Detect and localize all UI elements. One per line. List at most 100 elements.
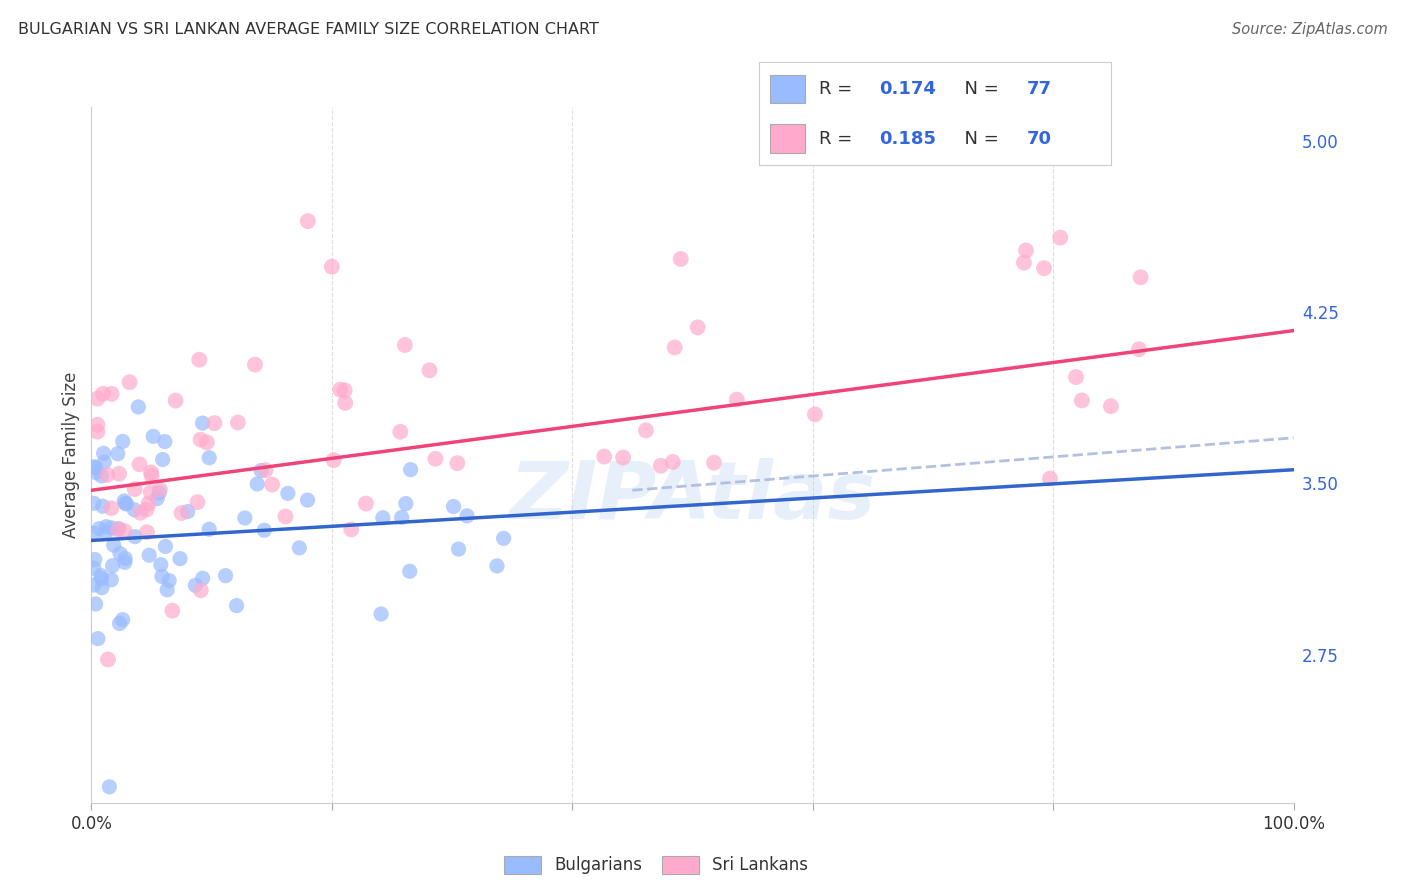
Point <box>146 491 169 506</box>
Text: ZIPAtlas: ZIPAtlas <box>509 458 876 536</box>
Point <box>394 338 416 352</box>
FancyBboxPatch shape <box>770 124 806 153</box>
Point <box>1129 270 1152 285</box>
Point <box>669 252 692 266</box>
Text: 70: 70 <box>1026 130 1052 148</box>
Point <box>321 260 343 274</box>
FancyBboxPatch shape <box>770 75 806 103</box>
Point <box>111 613 134 627</box>
Point <box>492 532 515 546</box>
Point <box>447 542 470 557</box>
Y-axis label: Average Family Size: Average Family Size <box>62 372 80 538</box>
Point <box>111 434 134 449</box>
Point <box>139 485 162 500</box>
Text: BULGARIAN VS SRI LANKAN AVERAGE FAMILY SIZE CORRELATION CHART: BULGARIAN VS SRI LANKAN AVERAGE FAMILY S… <box>18 22 599 37</box>
Point <box>686 320 709 334</box>
Point <box>135 502 157 516</box>
Point <box>90 568 112 582</box>
Point <box>612 450 634 465</box>
Point <box>98 780 121 794</box>
Point <box>1015 244 1038 258</box>
Point <box>333 396 356 410</box>
Point <box>139 466 162 480</box>
Point <box>83 552 105 566</box>
Point <box>114 555 136 569</box>
Point <box>191 571 214 585</box>
Point <box>84 460 107 475</box>
Point <box>118 375 141 389</box>
Point <box>297 214 319 228</box>
Point <box>322 453 344 467</box>
Point <box>108 547 131 561</box>
Point <box>93 455 115 469</box>
Point <box>1033 261 1056 276</box>
Point <box>170 506 193 520</box>
Point <box>664 341 686 355</box>
Point <box>91 499 114 513</box>
Point <box>333 384 356 398</box>
Point <box>253 523 276 537</box>
Point <box>391 510 413 524</box>
Point <box>114 496 136 510</box>
Text: R =: R = <box>818 79 858 97</box>
Point <box>84 466 107 480</box>
Text: N =: N = <box>953 130 1004 148</box>
Point <box>96 468 118 483</box>
Point <box>225 599 247 613</box>
Point <box>169 551 191 566</box>
Point <box>149 483 172 497</box>
Point <box>226 416 249 430</box>
Point <box>83 578 105 592</box>
Point <box>329 383 352 397</box>
Point <box>141 468 163 483</box>
Point <box>136 525 159 540</box>
Point <box>107 523 129 537</box>
Point <box>91 386 114 401</box>
Point <box>389 425 412 439</box>
Point <box>138 548 160 562</box>
Point <box>90 468 112 483</box>
Point <box>127 400 149 414</box>
Point <box>398 564 420 578</box>
Point <box>418 363 440 377</box>
Point <box>661 455 683 469</box>
Point <box>288 541 311 555</box>
Point <box>93 446 115 460</box>
Point <box>243 358 266 372</box>
Point <box>425 451 447 466</box>
Point <box>94 525 117 540</box>
Point <box>83 526 105 541</box>
Point <box>650 458 672 473</box>
Point <box>254 463 277 477</box>
Point <box>124 530 146 544</box>
Point <box>190 583 212 598</box>
Point <box>114 524 136 538</box>
Point <box>297 493 319 508</box>
Point <box>86 392 108 406</box>
Point <box>128 458 150 472</box>
Point <box>165 393 187 408</box>
Point <box>90 571 112 585</box>
Point <box>184 578 207 592</box>
Point <box>138 496 160 510</box>
Point <box>250 464 273 478</box>
Point <box>107 447 129 461</box>
Point <box>84 597 107 611</box>
Point <box>1039 471 1062 485</box>
Text: 77: 77 <box>1026 79 1052 97</box>
Point <box>634 423 657 437</box>
Point <box>340 522 363 536</box>
Legend: Bulgarians, Sri Lankans: Bulgarians, Sri Lankans <box>505 855 808 874</box>
Point <box>1128 343 1150 357</box>
Point <box>157 574 180 588</box>
Point <box>191 416 214 430</box>
Point <box>107 522 129 536</box>
Point <box>195 435 218 450</box>
Point <box>87 522 110 536</box>
Point <box>395 497 418 511</box>
Point <box>190 433 212 447</box>
Point <box>188 352 211 367</box>
Point <box>370 607 392 621</box>
Point <box>593 450 616 464</box>
Point <box>246 477 269 491</box>
